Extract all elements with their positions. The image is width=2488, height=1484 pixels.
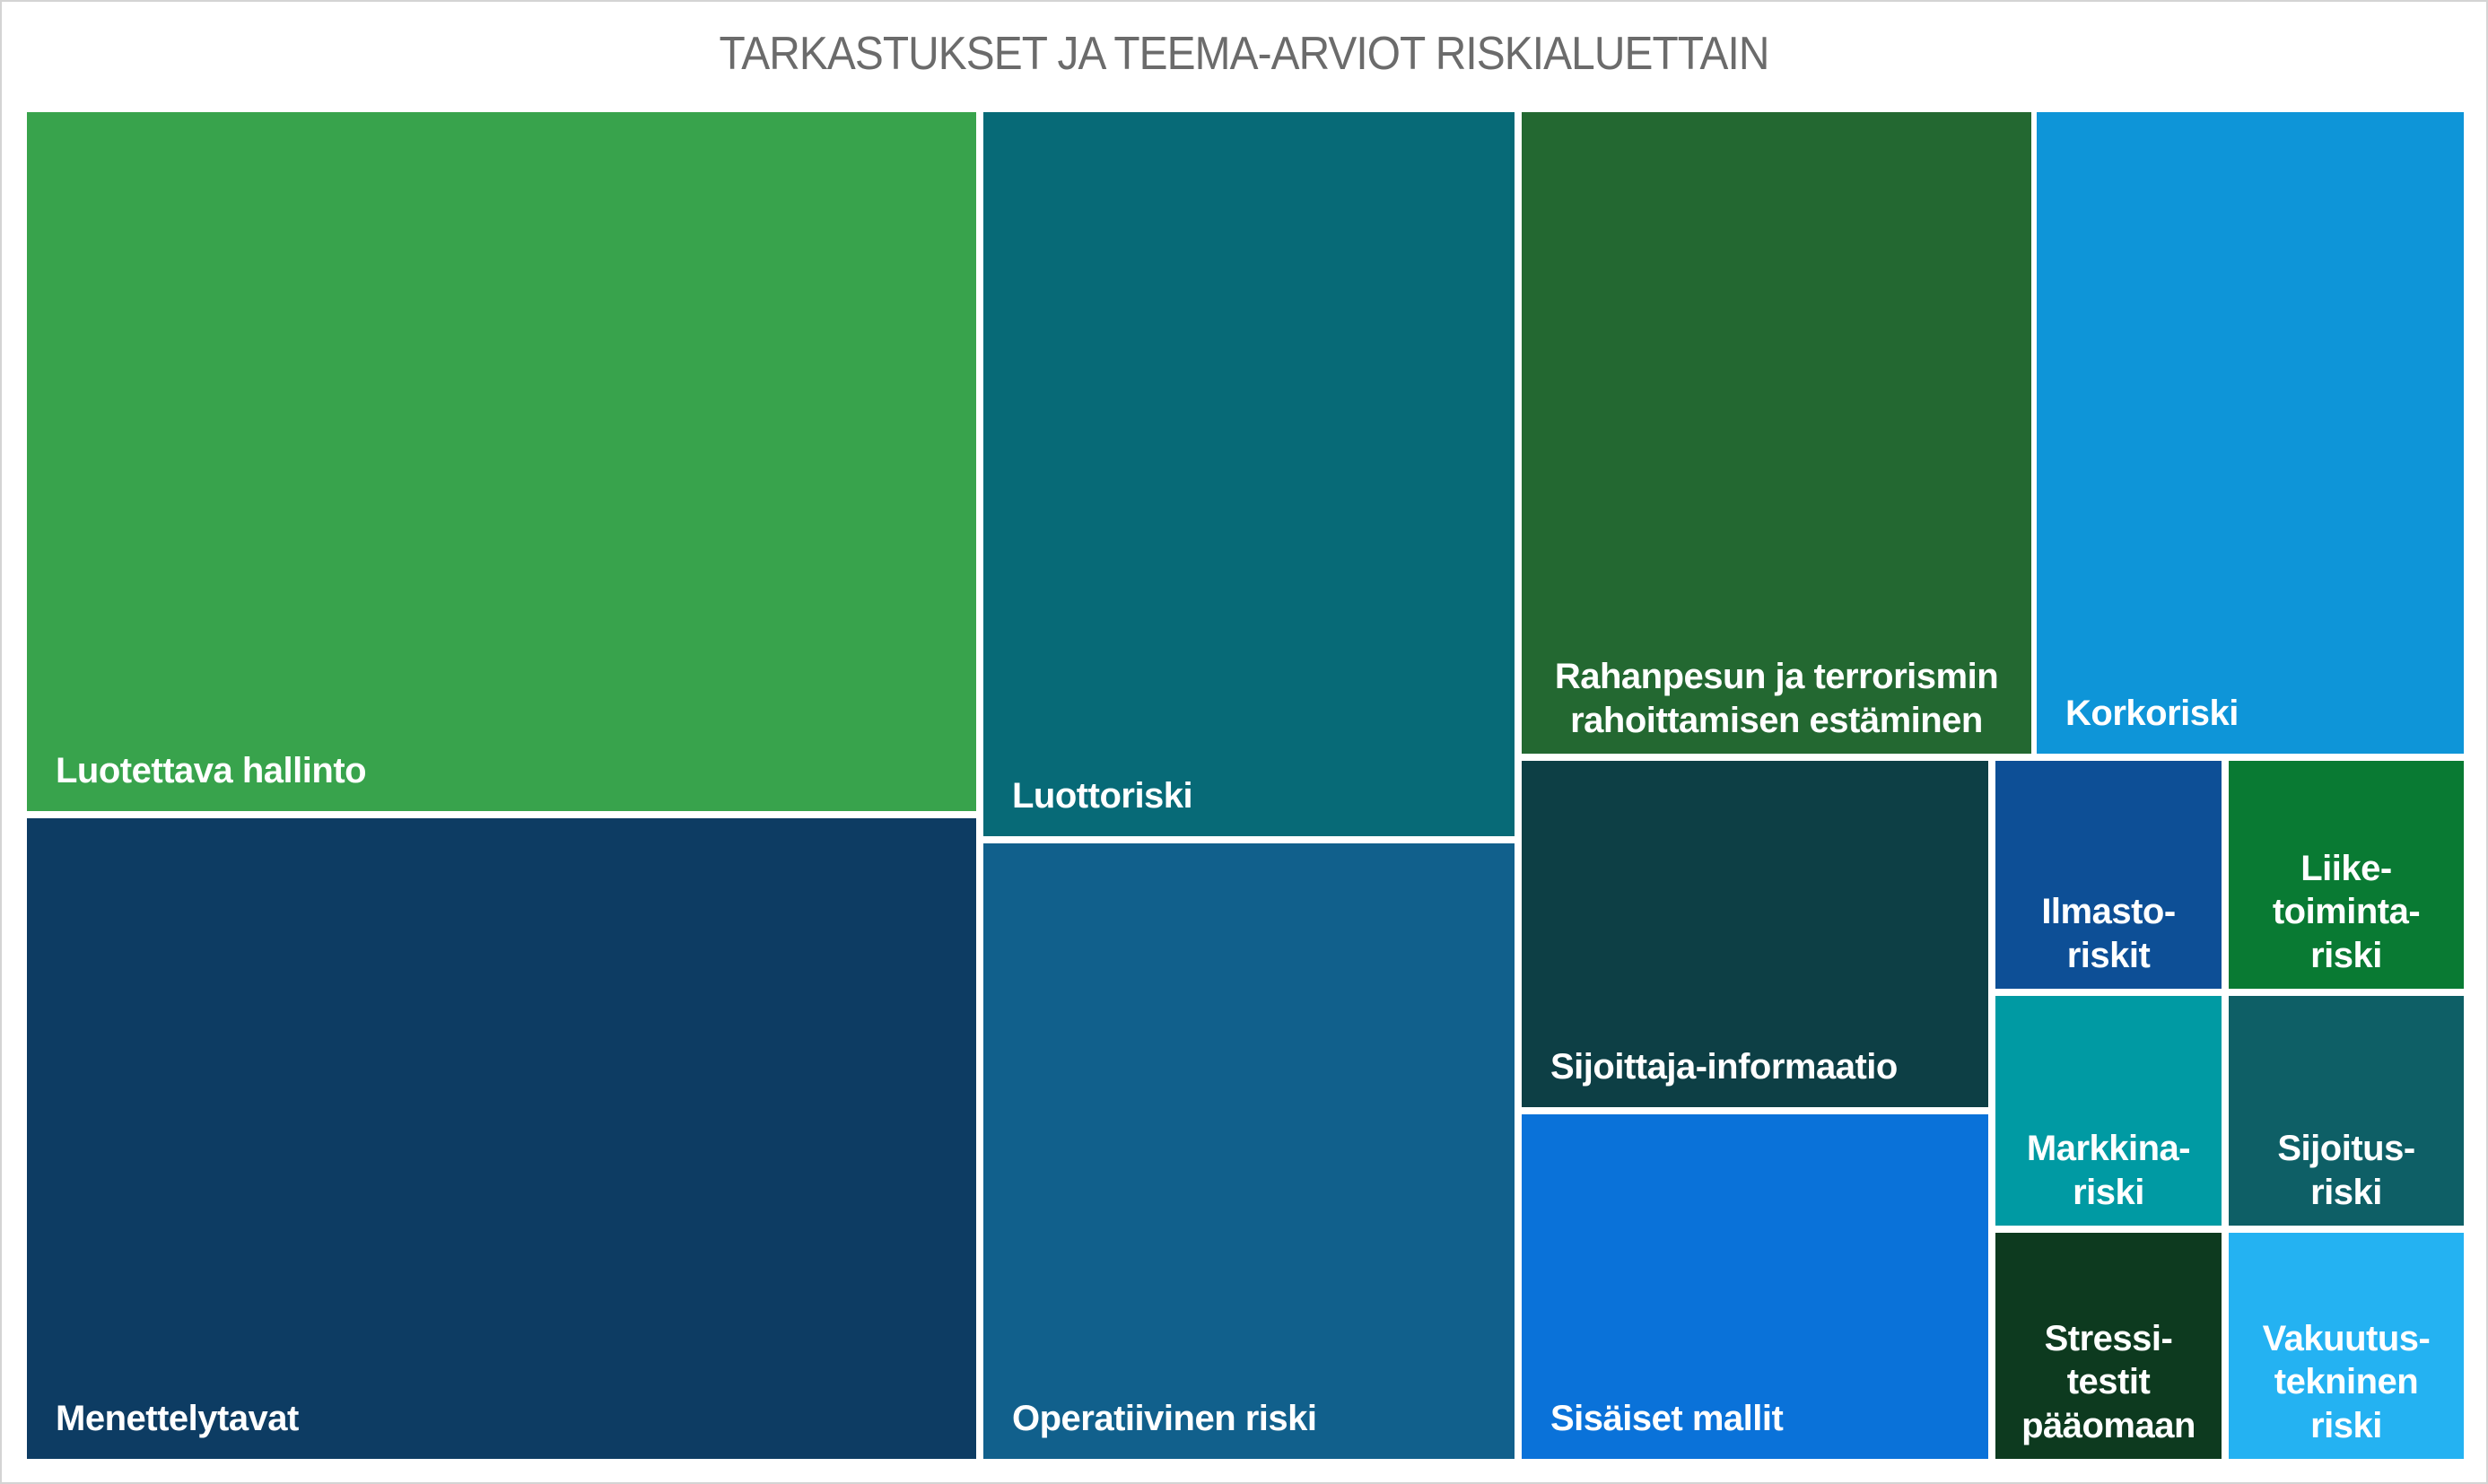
treemap-cell-label: Menettelytavat [56,1399,299,1439]
treemap-cell-label: Vakuutus- tekninen riski [2262,1318,2431,1446]
treemap-cell-label: Markkina- riski [2026,1129,2191,1213]
treemap-cell-label: Luotettava hallinto [56,751,367,791]
treemap-cell-luottoriski[interactable]: Luottoriski [983,112,1515,836]
treemap-cell-stressi-testit-pääomaan[interactable]: Stressi- testit pääomaan [1995,1233,2222,1459]
treemap-cell-label: Stressi- testit pääomaan [2021,1318,2196,1446]
treemap-cell-sijoittaja-informaatio[interactable]: Sijoittaja-informaatio [1522,761,1988,1107]
treemap-cell-label: Sijoittaja-informaatio [1550,1047,1898,1087]
treemap-cell-label: Ilmasto- riskit [2041,892,2176,976]
treemap-cell-markkina-riski[interactable]: Markkina- riski [1995,996,2222,1226]
treemap-cell-sijoitus-riski[interactable]: Sijoitus- riski [2229,996,2464,1226]
treemap-cell-label: Luottoriski [1012,776,1193,816]
treemap-cell-luotettava-hallinto[interactable]: Luotettava hallinto [27,112,976,811]
treemap-cell-ilmasto-riskit[interactable]: Ilmasto- riskit [1995,761,2222,989]
treemap-cell-vakuutus-tekninen-riski[interactable]: Vakuutus- tekninen riski [2229,1233,2464,1459]
treemap-cell-menettelytavat[interactable]: Menettelytavat [27,818,976,1459]
treemap-cell-label: Operatiivinen riski [1012,1399,1317,1439]
treemap-cell-operatiivinen-riski[interactable]: Operatiivinen riski [983,843,1515,1459]
treemap-cell-label: Korkoriski [2065,694,2239,734]
chart-title: TARKASTUKSET JA TEEMA-ARVIOT RISKIALUETT… [719,28,1769,80]
treemap-cell-label: Sisäiset mallit [1550,1399,1784,1439]
treemap-cell-rahanpesun-ja-terrorismin-rahoittamisen-estäminen[interactable]: Rahanpesun ja terrorismin rahoittamisen … [1522,112,2031,754]
treemap-cell-label: Sijoitus- riski [2277,1129,2415,1213]
treemap-cell-liike-toiminta-riski[interactable]: Liike- toiminta- riski [2229,761,2464,989]
treemap-cell-label: Liike- toiminta- riski [2272,848,2421,976]
treemap-cell-korkoriski[interactable]: Korkoriski [2037,112,2464,754]
treemap-cell-label: Rahanpesun ja terrorismin rahoittamisen … [1554,657,1999,741]
treemap-cell-sisäiset-mallit[interactable]: Sisäiset mallit [1522,1114,1988,1459]
